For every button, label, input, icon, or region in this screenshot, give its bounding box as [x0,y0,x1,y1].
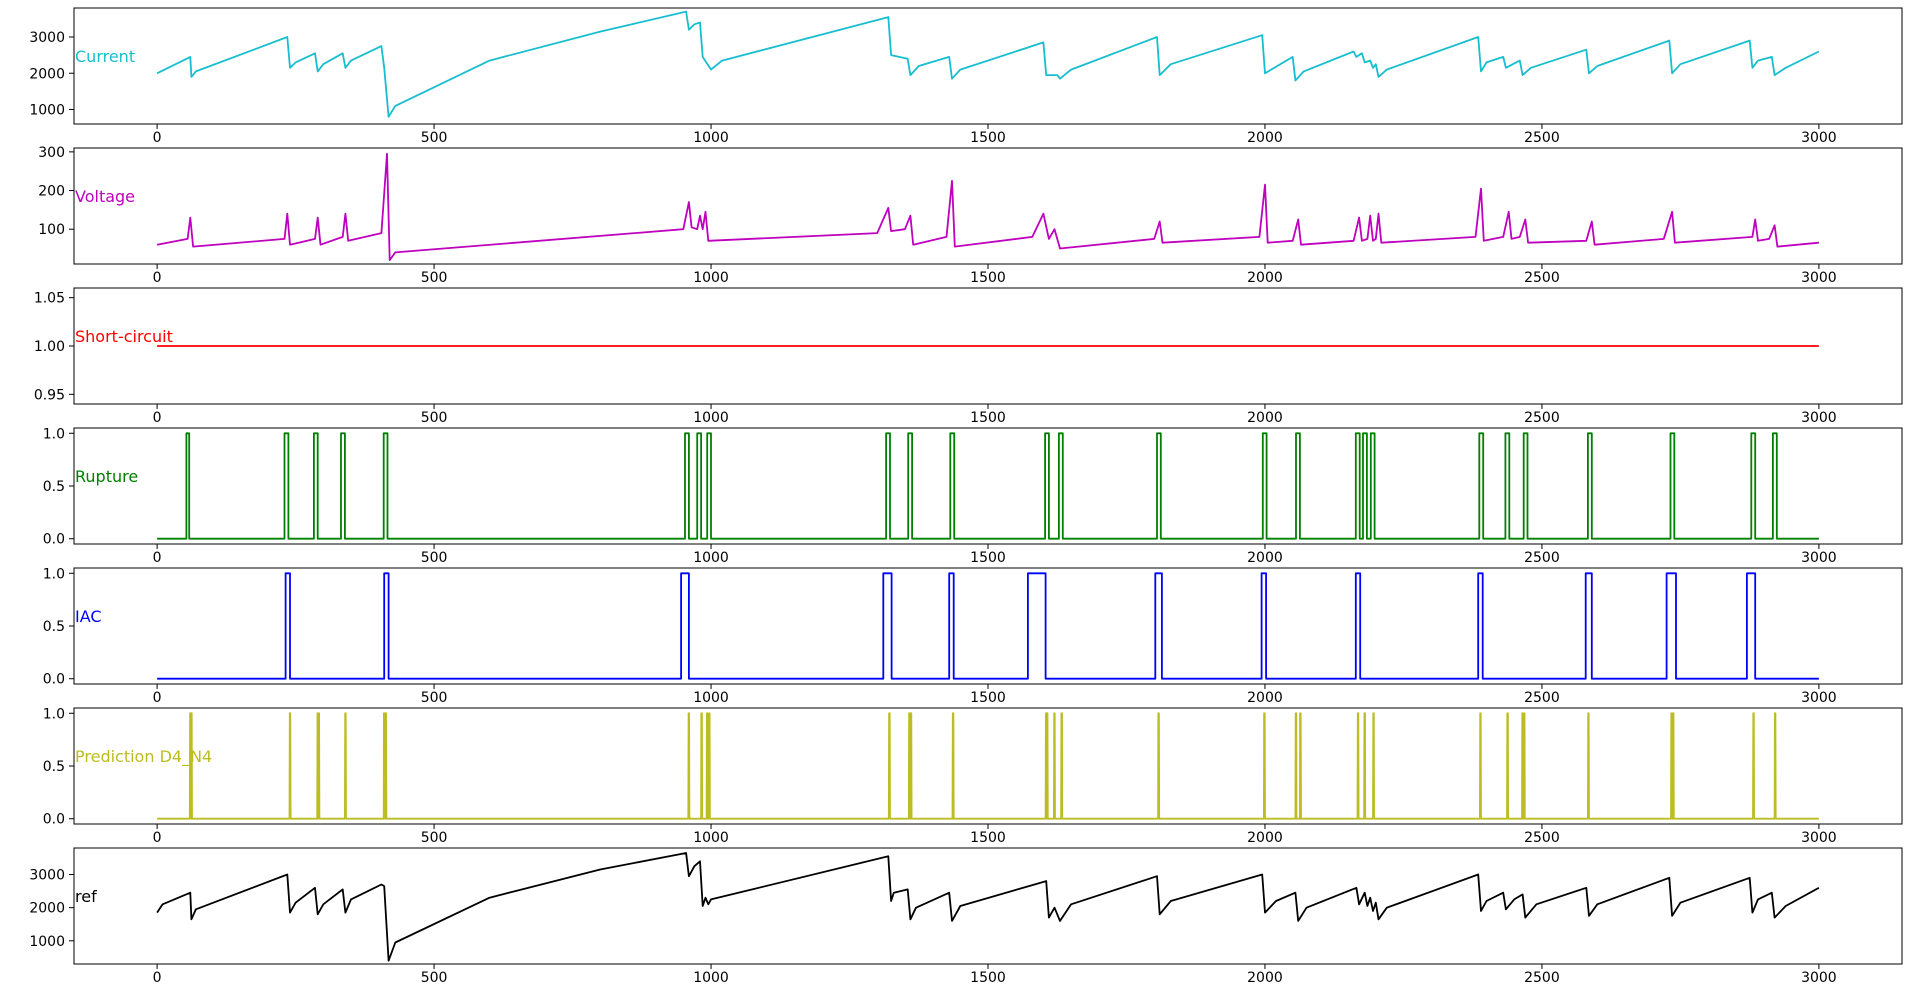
x-tick-label: 0 [153,970,162,986]
y-tick-label: 100 [38,222,65,238]
series-line-iac [157,572,1819,680]
x-tick-label: 3000 [1801,830,1837,846]
y-tick-label: 3000 [29,30,65,46]
subplot-voltage: 0 500 1000 1500 2000 2500 3000 100 200 300 Voltage [38,145,1903,286]
x-tick-label: 1500 [970,550,1006,566]
series-label-voltage: Voltage [75,187,135,206]
x-tick-label: 500 [421,410,448,426]
y-tick-label: 1.05 [34,291,65,307]
x-tick-label: 1000 [693,970,729,986]
subplot-iac: 0 500 1000 1500 2000 2500 3000 0.0 0.5 1.0 IAC [43,566,1903,706]
series-line-rupture [157,432,1819,540]
x-tick-label: 0 [153,830,162,846]
series-label-ref: ref [75,887,97,906]
y-tick-label: 0.0 [43,812,65,828]
series-label-prediction-d4-n4: Prediction D4_N4 [75,747,212,767]
x-tick-label: 0 [153,690,162,706]
series-label-rupture: Rupture [75,467,138,486]
subplot-short-circuit: 0 500 1000 1500 2000 2500 3000 0.95 1.00 1.05 Shor… [34,287,1903,426]
x-tick-label: 2500 [1524,270,1560,286]
y-tick-label: 0.0 [43,532,65,548]
x-tick-label: 2000 [1247,970,1283,986]
y-tick-label: 2000 [29,66,65,82]
x-tick-label: 1500 [970,130,1006,146]
x-tick-label: 2500 [1524,130,1560,146]
x-tick-label: 1000 [693,410,729,426]
x-tick-label: 3000 [1801,550,1837,566]
x-tick-label: 2500 [1524,410,1560,426]
subplot-current: 0 500 1000 1500 2000 2500 3000 1000 2000 3000 Curr… [29,7,1903,146]
x-tick-label: 1000 [693,830,729,846]
subplot-ref: 0 500 1000 1500 2000 2500 3000 1000 2000 3000 ref [29,847,1903,986]
x-tick-label: 0 [153,410,162,426]
y-tick-label: 1000 [29,103,65,119]
y-tick-label: 1.00 [34,339,65,355]
y-tick-label: 1.0 [43,566,65,582]
subplot-prediction-d4-n4: 0 500 1000 1500 2000 2500 3000 0.0 0.5 1.0 Predict… [43,706,1903,846]
x-tick-label: 1500 [970,830,1006,846]
x-tick-label: 1000 [693,270,729,286]
series-line-voltage [156,152,1819,261]
x-tick-label: 2500 [1524,830,1560,846]
subplot-rupture: 0 500 1000 1500 2000 2500 3000 0.0 0.5 1.0 Rupture [43,426,1903,566]
x-tick-label: 3000 [1801,130,1837,146]
series-label-iac: IAC [75,607,102,626]
x-tick-label: 2500 [1524,970,1560,986]
x-tick-label: 3000 [1801,690,1837,706]
y-tick-label: 3000 [29,868,65,884]
y-tick-label: 1.0 [43,426,65,442]
axes-frame [73,147,1903,265]
x-tick-label: 1000 [693,550,729,566]
x-tick-label: 500 [421,970,448,986]
axes-frame [73,567,1903,685]
x-tick-label: 2000 [1247,270,1283,286]
x-tick-label: 0 [153,550,162,566]
x-tick-label: 500 [421,550,448,566]
y-tick-label: 0.0 [43,672,65,688]
x-tick-label: 0 [153,130,162,146]
x-tick-label: 2000 [1247,130,1283,146]
y-tick-label: 2000 [29,901,65,917]
y-tick-label: 0.5 [43,479,65,495]
series-line-prediction-d4-n4 [157,712,1819,820]
x-tick-label: 1500 [970,690,1006,706]
y-tick-label: 1.0 [43,706,65,722]
x-tick-label: 2000 [1247,690,1283,706]
x-tick-label: 3000 [1801,270,1837,286]
x-tick-label: 0 [153,270,162,286]
y-tick-label: 0.5 [43,759,65,775]
x-tick-label: 3000 [1801,970,1837,986]
x-tick-label: 1500 [970,410,1006,426]
x-tick-label: 1500 [970,970,1006,986]
axes-frame [73,707,1903,825]
x-tick-label: 2500 [1524,550,1560,566]
series-line-ref [156,852,1820,962]
x-tick-label: 500 [421,270,448,286]
x-tick-label: 500 [421,690,448,706]
y-tick-label: 300 [38,145,65,161]
x-tick-label: 1000 [693,130,729,146]
x-tick-label: 1500 [970,270,1006,286]
y-tick-label: 1000 [29,934,65,950]
x-tick-label: 500 [421,130,448,146]
y-tick-label: 0.5 [43,619,65,635]
series-label-short-circuit: Short-circuit [75,327,173,346]
x-tick-label: 2500 [1524,690,1560,706]
x-tick-label: 2000 [1247,550,1283,566]
x-tick-label: 2000 [1247,830,1283,846]
y-tick-label: 0.95 [34,387,65,403]
x-tick-label: 3000 [1801,410,1837,426]
axes-frame [73,427,1903,545]
x-tick-label: 500 [421,830,448,846]
x-tick-label: 2000 [1247,410,1283,426]
axes-frame [73,7,1903,125]
y-tick-label: 200 [38,184,65,200]
x-tick-label: 1000 [693,690,729,706]
series-line-current [156,10,1820,118]
series-label-current: Current [75,47,135,66]
